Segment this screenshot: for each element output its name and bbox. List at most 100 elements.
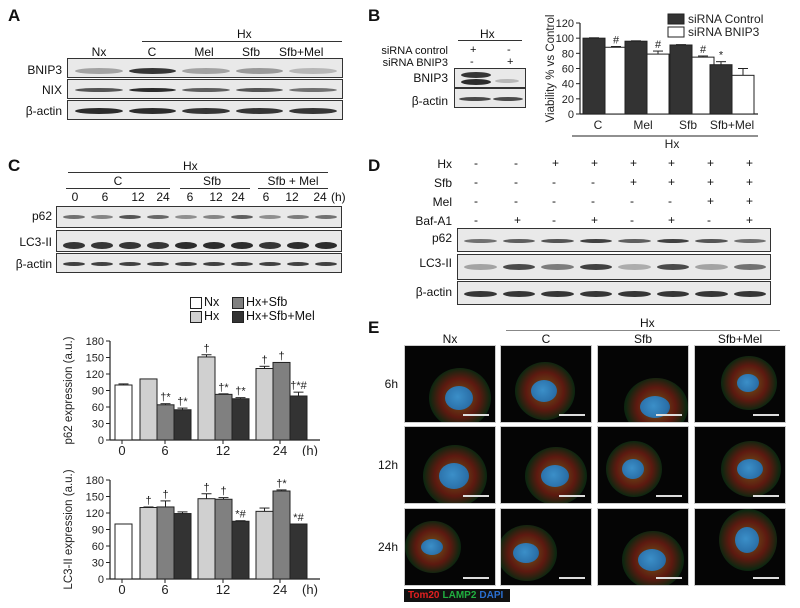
panel-d-row-label: β-actin [415, 285, 452, 299]
panel-d-condition-label: Baf-A1 [415, 214, 452, 228]
panel-c-timepoint: 24 [231, 190, 245, 204]
panel-d-condition-value: + [707, 156, 715, 170]
bar [156, 506, 175, 580]
protein-band [63, 215, 85, 219]
panel-e-row-label: 24h [377, 540, 398, 554]
bar [731, 74, 755, 115]
bar [646, 53, 670, 115]
microscopy-image [694, 345, 786, 423]
panel-a-lane-label: Mel [194, 45, 214, 59]
y-tick-label: 40 [562, 79, 574, 91]
protein-band [182, 68, 230, 74]
nucleus-dapi [737, 459, 763, 479]
microscopy-image [597, 345, 689, 423]
panel-d-condition-value: - [630, 194, 634, 208]
legend-swatch [232, 297, 244, 309]
panel-c-subgroup-line [258, 188, 328, 189]
scale-bar [463, 414, 489, 416]
panel-a-hx-label: Hx [237, 27, 252, 41]
protein-band [579, 291, 612, 297]
panel-d-condition-value: - [514, 175, 518, 189]
y-tick-label: 90 [92, 525, 104, 537]
legend-label: Hx [204, 309, 220, 323]
panel-c-subgroup-label: Sfb + Mel [267, 174, 319, 188]
protein-band [175, 241, 197, 249]
scale-bar [559, 495, 585, 497]
panel-b-row-label: β-actin [411, 94, 448, 108]
protein-band [231, 241, 253, 249]
panel-b-actin-blot [454, 88, 526, 108]
bar [604, 46, 628, 115]
protein-band [182, 108, 230, 114]
significance-mark: # [655, 39, 662, 51]
panel-e-hx-label: Hx [640, 316, 655, 330]
panel-b-hx-line [458, 40, 522, 41]
x-tick-label: Mel [633, 118, 652, 132]
panel-a-lane-label: Sfb [241, 45, 260, 59]
significance-mark: †* [160, 392, 171, 404]
protein-band [315, 241, 337, 249]
y-tick-label: 60 [562, 64, 574, 76]
x-axis-unit: (h) [302, 582, 318, 597]
bar [231, 398, 250, 441]
panel-d-condition-value: + [630, 175, 638, 189]
panel-a-nix-blot [67, 79, 343, 99]
panel-d-condition-label: Mel [432, 195, 452, 209]
protein-band [461, 72, 491, 78]
scale-bar [463, 495, 489, 497]
protein-band [464, 264, 497, 270]
x-tick-label: 0 [118, 443, 125, 456]
panel-e-column-label: C [541, 332, 551, 346]
panel-d-condition-value: + [746, 213, 754, 227]
bar [289, 523, 308, 580]
y-tick-label: 0 [568, 109, 574, 121]
y-tick-label: 150 [86, 353, 104, 365]
protein-band [289, 108, 337, 114]
protein-band [502, 291, 535, 297]
panel-d-condition-value: + [746, 194, 754, 208]
panel-a-bnip3-blot [67, 58, 343, 78]
panel-d-condition-value: + [514, 213, 522, 227]
protein-band [147, 215, 169, 219]
bar [582, 37, 606, 115]
panel-e-row-label: 12h [377, 458, 398, 472]
y-axis-label: p62 expression (a.u.) [63, 336, 75, 444]
panel-a-lane-label: Sfb+Mel [279, 45, 324, 59]
y-tick-label: 90 [92, 386, 104, 398]
microscopy-image [404, 426, 496, 504]
protein-band [203, 215, 225, 219]
panel-b-condition-value: - [470, 56, 474, 68]
bar [197, 356, 216, 441]
legend-label: Nx [204, 295, 220, 309]
panel-d-condition-value: + [591, 213, 599, 227]
panel-d-condition-value: - [707, 213, 711, 227]
scale-bar [656, 577, 682, 579]
y-tick-label: 80 [562, 48, 574, 60]
panel-a-lane-label: C [147, 45, 157, 59]
x-tick-label: 24 [273, 443, 287, 456]
y-tick-label: 120 [86, 508, 104, 520]
panel-e-row-label: 6h [384, 377, 398, 391]
bar [214, 393, 233, 441]
protein-band [656, 264, 689, 270]
protein-band [128, 88, 177, 92]
legend-swatch [190, 311, 202, 323]
protein-band [119, 241, 141, 249]
y-tick-label: 180 [86, 336, 104, 348]
protein-band [259, 262, 281, 266]
legend-label: Hx+Sfb+Mel [246, 309, 315, 323]
y-tick-label: 0 [98, 574, 104, 586]
protein-band [464, 239, 497, 243]
bar [173, 513, 192, 580]
significance-mark: †* [218, 382, 229, 394]
microscopy-image [597, 426, 689, 504]
panel-c-lc3-blot [56, 230, 342, 252]
panel-d-condition-value: - [474, 213, 478, 227]
panel-d-row-label: p62 [431, 231, 452, 245]
protein-band [695, 239, 728, 243]
legend-label: siRNA BNIP3 [688, 25, 760, 39]
protein-band [459, 97, 491, 101]
bar [231, 520, 250, 580]
